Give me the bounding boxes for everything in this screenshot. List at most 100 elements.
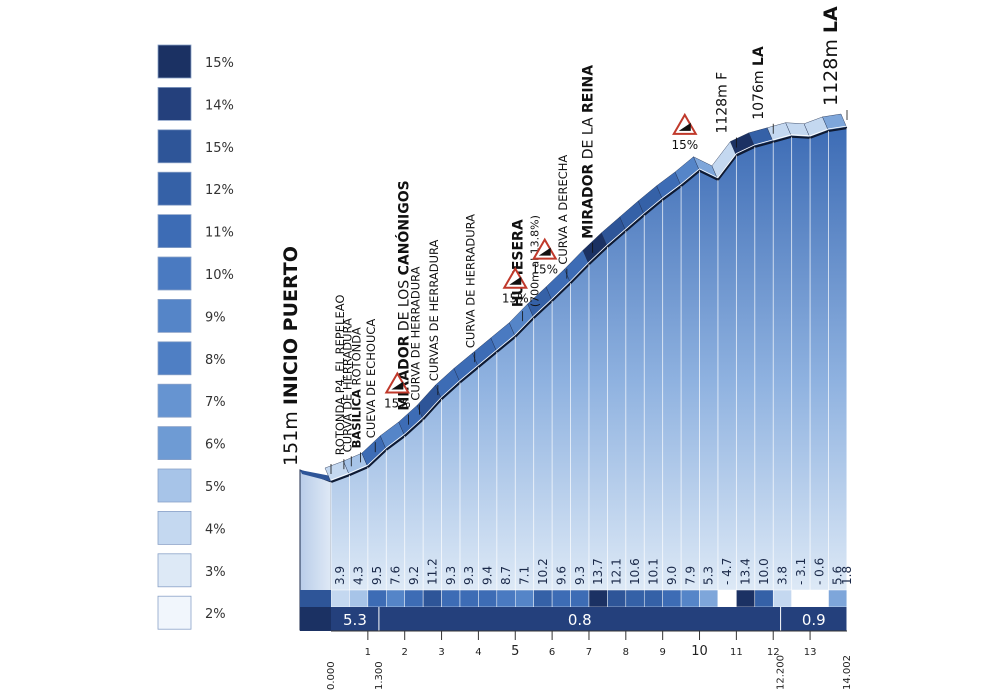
- warning-slope-glyph: [509, 276, 522, 285]
- annotation-bold: BASÍLICA: [348, 389, 363, 448]
- profile-line-highlight: [330, 125, 848, 481]
- gradient-strip-cell: [459, 589, 479, 608]
- gradient-value-label: 9.5: [370, 566, 384, 585]
- annotation-rest: CURVA DE HERRADURA: [408, 266, 422, 400]
- legend-label: 5%: [205, 480, 226, 495]
- annotation-label: CURVA DE HERRADURA: [340, 318, 354, 452]
- legend-swatch: [157, 87, 192, 121]
- sector-bar: [300, 607, 847, 631]
- annotation-label: MIRADOR DE LA REINA: [581, 65, 597, 239]
- profile-plot: 3.9 4.3 9.5 7.6 9.2 11.2 9.3 9.3 9.4 8.7 7.1 10.2 9.…: [299, 113, 854, 690]
- legend-label: 2%: [205, 607, 226, 622]
- gradient-strip-cell: [772, 589, 792, 608]
- annotation-label: CURVAS DE HERRADURA: [427, 239, 441, 381]
- legend-swatch: [157, 426, 192, 461]
- annotation-prefix: 1128m: [714, 80, 730, 134]
- annotation-rest: ROTONDA P4, EL REPELEAO: [333, 295, 347, 456]
- gradient-strip-cell: [515, 589, 534, 608]
- warning-label: 15%: [531, 263, 558, 277]
- legend-swatch: [157, 468, 192, 503]
- annotation-rest: CURVAS DE HERRADURA: [427, 239, 441, 381]
- sector-label: 5.3: [343, 611, 367, 629]
- gradient-value-label: 8.7: [499, 566, 513, 585]
- legend-swatch: [157, 44, 192, 79]
- annotation-bold: INICIO PUERTO: [280, 246, 302, 405]
- gradient-strip-cell: [625, 589, 645, 608]
- annotation-label: CURVA DE HERRADURA: [464, 214, 478, 348]
- gradient-strip-cell: [386, 589, 405, 608]
- annotation-prefix: 1128m: [820, 33, 842, 106]
- warning-label: 15%: [502, 292, 529, 306]
- gradient-value-label: 9.0: [665, 566, 679, 585]
- sector-label: 0.9: [802, 611, 826, 629]
- x-tick-label: 10: [691, 644, 708, 659]
- gradient-strip-cell: [349, 589, 369, 608]
- annotation-bold: LA: [820, 6, 842, 33]
- gradient-strip-cell: [791, 589, 811, 608]
- x-tick-label: 7: [586, 647, 592, 658]
- gradient-value-label: 9.6: [554, 566, 568, 585]
- legend-label: 4%: [205, 522, 226, 537]
- gradient-strip-cell: [533, 589, 553, 608]
- x-tick-label: 3: [438, 647, 444, 658]
- x-tick-label: 9: [659, 647, 665, 658]
- gradient-strip-cell: [717, 589, 737, 608]
- gradient-value-label: 9.3: [462, 566, 476, 585]
- gradient-strip-cell: [367, 589, 387, 608]
- legend-swatch: [157, 171, 192, 206]
- gradient-value-label: 5.6: [831, 566, 845, 585]
- gradient-strip-cell: [551, 589, 571, 608]
- annotation-label: CUEVA DE ECHOUCA: [364, 319, 378, 439]
- gradient-value-label: 9.4: [481, 566, 495, 585]
- annotation-bold2: CANÓNIGOS: [394, 180, 412, 275]
- annotations: 151m INICIO PUERTO ROTONDA P4, EL REPELEA…: [280, 6, 848, 474]
- sector-label: 0.8: [568, 611, 592, 629]
- gradient-value-label: 10.2: [536, 558, 550, 585]
- annotation-prefix: 151m: [280, 405, 302, 466]
- legend-swatch: [157, 383, 192, 418]
- gradient-strip-cell: [404, 589, 424, 608]
- annotation-label: 1128m F: [714, 72, 730, 134]
- legend-swatch: [157, 341, 192, 376]
- annotation-bold: MIRADOR: [581, 163, 597, 238]
- annotation-label: 1076m LA: [751, 46, 767, 120]
- annotation-rest: DE LA: [581, 113, 597, 164]
- gradient-strip-cell: [422, 589, 442, 608]
- x-tick-label: 5: [511, 644, 519, 659]
- gradient-legend: 15% 14% 15% 12% 11% 10% 9% 8% 7% 6% 5% 4% 3% 2%: [157, 44, 234, 630]
- gradient-value-label: 7.9: [683, 566, 697, 585]
- gradient-value-label: - 3.1: [794, 558, 808, 585]
- gradient-value-label: 5.3: [702, 566, 716, 585]
- gradient-strip-cell: [828, 589, 848, 608]
- legend-label: 8%: [205, 353, 226, 368]
- distance-mark-label: 12.200: [776, 655, 787, 690]
- gradient-value-label: 3.8: [775, 566, 789, 585]
- legend-swatch: [157, 214, 192, 249]
- legend-label: 15%: [205, 56, 234, 71]
- annotation-rest: CURVA A DERECHA: [556, 155, 570, 265]
- x-tick-label: 11: [730, 647, 743, 658]
- annotation-rest: ROTONDA: [349, 327, 363, 389]
- gradient-value-label: 13.4: [739, 558, 753, 585]
- x-tick-label: 8: [623, 647, 629, 658]
- gradient-strip-cell: [736, 589, 756, 608]
- annotation-label: ROTONDA P4, EL REPELEAO: [333, 295, 347, 456]
- annotation-label: CURVA A DERECHA: [556, 155, 570, 265]
- gradient-strip-cell: [570, 589, 590, 608]
- distance-mark-label: 0.000: [326, 661, 337, 690]
- legend-label: 12%: [205, 183, 234, 198]
- warning-label: 15%: [384, 396, 411, 410]
- legend-swatch: [157, 510, 192, 545]
- gradient-value-label: 9.3: [444, 566, 458, 585]
- distance-mark-label: 14.002: [842, 655, 853, 690]
- gradient-strip-cell: [699, 589, 719, 608]
- annotation-label: CURVA DE HERRADURA: [408, 266, 422, 400]
- legend-label: 3%: [205, 565, 226, 580]
- legend-label: 9%: [205, 310, 226, 325]
- distance-mark-label: 1.300: [374, 661, 385, 690]
- gradient-strip-cell: [754, 589, 774, 608]
- annotation-rest: DE LOS: [396, 275, 412, 335]
- annotation-rest: CURVA DE HERRADURA: [464, 214, 478, 348]
- gradient-strip-cell: [441, 589, 461, 608]
- annotation-prefix: 1076m: [751, 66, 767, 120]
